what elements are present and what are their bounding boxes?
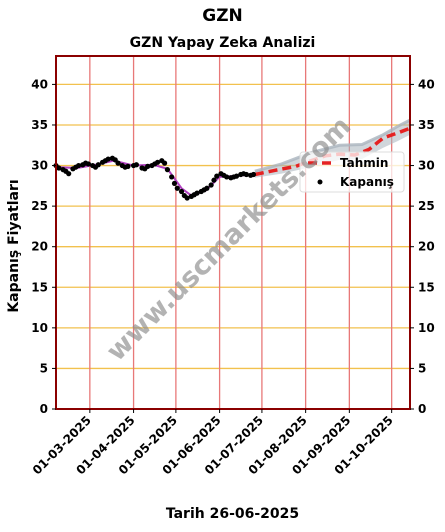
close-price-point [204, 185, 210, 191]
y-tick-label-right: 30 [418, 159, 435, 173]
close-price-point [169, 174, 175, 180]
y-tick-label-left: 10 [31, 321, 48, 335]
close-price-point [133, 162, 139, 168]
series-layer [53, 126, 411, 201]
y-tick-label-left: 25 [31, 199, 48, 213]
close-price-point [154, 159, 161, 165]
close-price-point [145, 163, 151, 169]
close-price-point [174, 185, 180, 191]
y-tick-label-left: 40 [31, 77, 48, 91]
close-price-point [161, 160, 168, 166]
close-price-point [243, 171, 249, 178]
close-price-point [115, 160, 121, 166]
legend[interactable]: Tahmin Kapanış [299, 151, 405, 193]
y-tick-label-right: 5 [418, 361, 426, 375]
close-price-point [208, 182, 214, 188]
close-price-point [164, 167, 171, 173]
forecast-band [254, 118, 411, 178]
y-tick-label-right: 25 [418, 199, 435, 213]
close-price-point [211, 177, 217, 183]
y-tick-label-left: 5 [40, 361, 48, 375]
y-tick-label-right: 10 [418, 321, 435, 335]
close-price-point [250, 171, 257, 178]
legend-close-swatch [317, 179, 323, 185]
x-axis-label: Tarih 26-06-2025 [165, 506, 300, 522]
y-tick-label-right: 35 [418, 118, 435, 132]
forecast-confidence-band [254, 120, 410, 178]
close-price-point [184, 195, 190, 201]
close-price-point [85, 161, 92, 167]
y-tick-label-right: 15 [418, 280, 435, 294]
plot-background [56, 56, 410, 409]
chart-title: GZN Yapay Zeka Analizi [129, 35, 316, 51]
close-price-point [105, 156, 111, 162]
y-tick-label-left: 0 [40, 402, 48, 416]
close-price-point [66, 171, 72, 177]
y-tick-label-left: 30 [31, 159, 48, 173]
plot-area [56, 56, 410, 409]
y-tick-label-left: 35 [31, 118, 48, 132]
plot-frame [55, 55, 411, 410]
chart-suptitle: GZN [202, 6, 243, 26]
legend-close-label: Kapanış [340, 175, 394, 189]
close-price-point [178, 188, 185, 195]
band-upper-edge [254, 118, 411, 173]
close-price-point [75, 162, 82, 169]
y-tick-label-left: 15 [31, 280, 48, 294]
close-price-point [171, 180, 178, 187]
close-price-point [194, 190, 200, 196]
close-price-point [95, 162, 101, 168]
legend-forecast-label: Tahmin [340, 156, 388, 170]
y-tick-label-left: 20 [31, 240, 48, 254]
close-price-point [224, 174, 230, 180]
close-price-point [56, 165, 62, 171]
y-tick-label-right: 20 [418, 240, 435, 254]
close-price-point [125, 163, 131, 169]
grid-lines [56, 56, 410, 410]
y-tick-label-right: 0 [418, 402, 426, 416]
close-price-point [233, 173, 240, 179]
close-price-point [214, 173, 220, 179]
y-tick-label-right: 40 [418, 77, 435, 91]
